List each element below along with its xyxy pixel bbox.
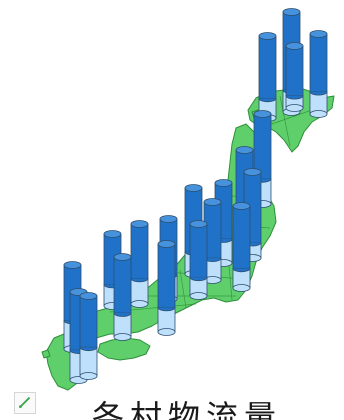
- cylinder-bar: [130, 220, 149, 308]
- cylinder-cap: [232, 202, 251, 210]
- cylinder-cap: [103, 230, 122, 238]
- cylinder-cap: [258, 32, 277, 40]
- cylinder-fill: [285, 45, 304, 96]
- cylinder-fill-edge: [189, 277, 208, 282]
- cylinder-cap: [214, 179, 233, 187]
- cylinder-cap: [63, 261, 82, 269]
- cylinder-fill-edge: [130, 278, 149, 283]
- cylinder-fill-edge: [258, 98, 277, 103]
- cylinder-cap: [184, 184, 203, 192]
- region-border: [279, 95, 291, 147]
- cylinder-fill-edge: [79, 347, 98, 352]
- cylinder-bar: [113, 253, 132, 341]
- cylinder-base: [157, 328, 176, 336]
- cylinder-fill: [113, 256, 132, 314]
- cylinder-bar: [285, 42, 304, 112]
- cylinder-bar: [157, 240, 176, 336]
- small-island-1: [41, 349, 51, 359]
- cylinder-fill: [309, 33, 328, 92]
- cylinder-cap: [309, 30, 328, 38]
- cylinder-bar: [232, 202, 251, 292]
- cylinder-base: [232, 284, 251, 292]
- cylinder-bar: [258, 32, 277, 122]
- cylinder-base: [113, 333, 132, 341]
- cylinder-fill: [189, 223, 208, 278]
- cylinder-cap: [130, 220, 149, 228]
- region-border: [265, 109, 313, 127]
- cylinder-cap: [113, 253, 132, 261]
- cylinder-bar: [79, 292, 98, 380]
- cylinder-bar: [203, 198, 222, 284]
- cylinder-fill-edge: [157, 307, 176, 312]
- shikoku-island: [97, 337, 151, 361]
- cylinder-base: [130, 300, 149, 308]
- cylinder-bar: [309, 30, 328, 118]
- cylinder-cap: [203, 198, 222, 206]
- cylinder-base: [189, 292, 208, 300]
- cylinder-fill: [130, 223, 149, 279]
- mini-map-glyph: [18, 396, 31, 409]
- cylinder-fill: [79, 295, 98, 348]
- cylinder-cap: [282, 8, 301, 16]
- cylinder-cap: [285, 42, 304, 50]
- cylinder-fill: [232, 205, 251, 269]
- cylinder-cap: [253, 110, 272, 118]
- cylinder-cap: [235, 146, 254, 154]
- cylinder-cap: [79, 292, 98, 300]
- cylinder-fill: [157, 243, 176, 308]
- cylinder-fill-edge: [113, 312, 132, 317]
- cylinder-cap: [159, 215, 178, 223]
- cylinder-lower: [79, 346, 98, 377]
- mini-map-icon[interactable]: [14, 392, 36, 414]
- cylinder-fill: [258, 35, 277, 99]
- cylinder-bar: [189, 220, 208, 300]
- cylinder-fill-edge: [285, 95, 304, 100]
- cylinder-bars: [63, 8, 328, 384]
- cylinder-fill-edge: [309, 91, 328, 96]
- cylinder-cap: [189, 220, 208, 228]
- cylinder-base: [285, 104, 304, 112]
- cylinder-fill-edge: [232, 268, 251, 273]
- cylinder-cap: [243, 168, 262, 176]
- region-border: [179, 269, 187, 309]
- map-caption: 各村物流量: [92, 398, 283, 420]
- cylinder-base: [309, 110, 328, 118]
- cylinder-base: [79, 372, 98, 380]
- cylinder-cap: [157, 240, 176, 248]
